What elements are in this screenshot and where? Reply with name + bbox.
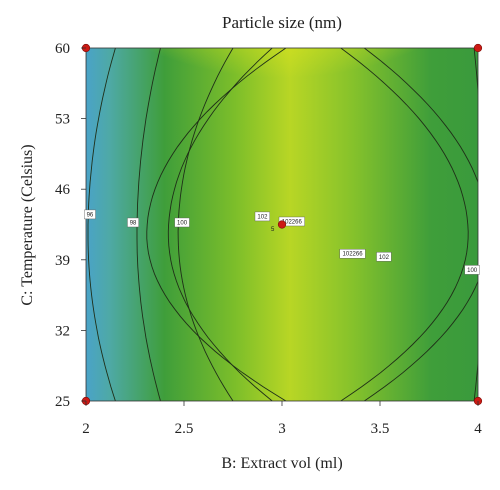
x-tick-label: 3 [278, 421, 286, 437]
contour-label-box [174, 217, 190, 228]
contour-line [167, 48, 273, 401]
contour-line [146, 48, 287, 401]
contour-label: 102266 [343, 252, 364, 258]
contour-label-box [254, 211, 271, 222]
x-tick-label: 2.5 [175, 421, 194, 437]
chart-title: Particle size (nm) [222, 13, 342, 32]
y-tick-label: 39 [55, 253, 70, 269]
contour-label: 100 [177, 220, 188, 226]
contour-label: 102 [257, 214, 268, 220]
contour-label-box [376, 252, 392, 262]
contour-label: 102 [379, 255, 390, 261]
contour-label-box [278, 216, 305, 227]
contour-label-box [84, 209, 96, 220]
x-axis-label: B: Extract vol (ml) [221, 455, 342, 472]
surface-bottom-peak [132, 301, 432, 401]
contour-labels: 96 98 100 102 102266 102266 102 100 [84, 209, 480, 275]
x-tick-label: 3.5 [371, 421, 390, 437]
y-tick-label: 32 [55, 323, 70, 339]
contour-label-box [464, 265, 480, 275]
contour-line [87, 48, 116, 401]
contour-label: 96 [87, 212, 94, 218]
design-point [473, 43, 483, 53]
contour-label: 98 [130, 220, 137, 226]
surface-top-peak [86, 48, 478, 198]
contour-label-box [339, 249, 366, 259]
center-point-count: 5 [271, 227, 275, 233]
x-tick-label: 4 [474, 421, 482, 437]
y-axis-label: C: Temperature (Celsius) [19, 144, 36, 305]
x-tick-label: 2 [82, 421, 90, 437]
y-axis-ticks: 25 32 39 46 53 60 [55, 41, 86, 410]
x-axis-ticks: 2 2.5 3 3.5 4 [82, 401, 482, 437]
y-tick-label: 60 [55, 41, 70, 57]
y-tick-label: 25 [55, 394, 70, 410]
contour-label: 100 [467, 268, 478, 274]
contour-label: 102266 [282, 219, 303, 225]
y-tick-label: 46 [55, 182, 71, 198]
y-tick-label: 53 [55, 112, 70, 128]
contour-line [364, 48, 478, 401]
contour-line [340, 48, 469, 401]
plot-area [86, 48, 478, 401]
design-point [277, 220, 287, 229]
contour-label-box [127, 217, 139, 228]
